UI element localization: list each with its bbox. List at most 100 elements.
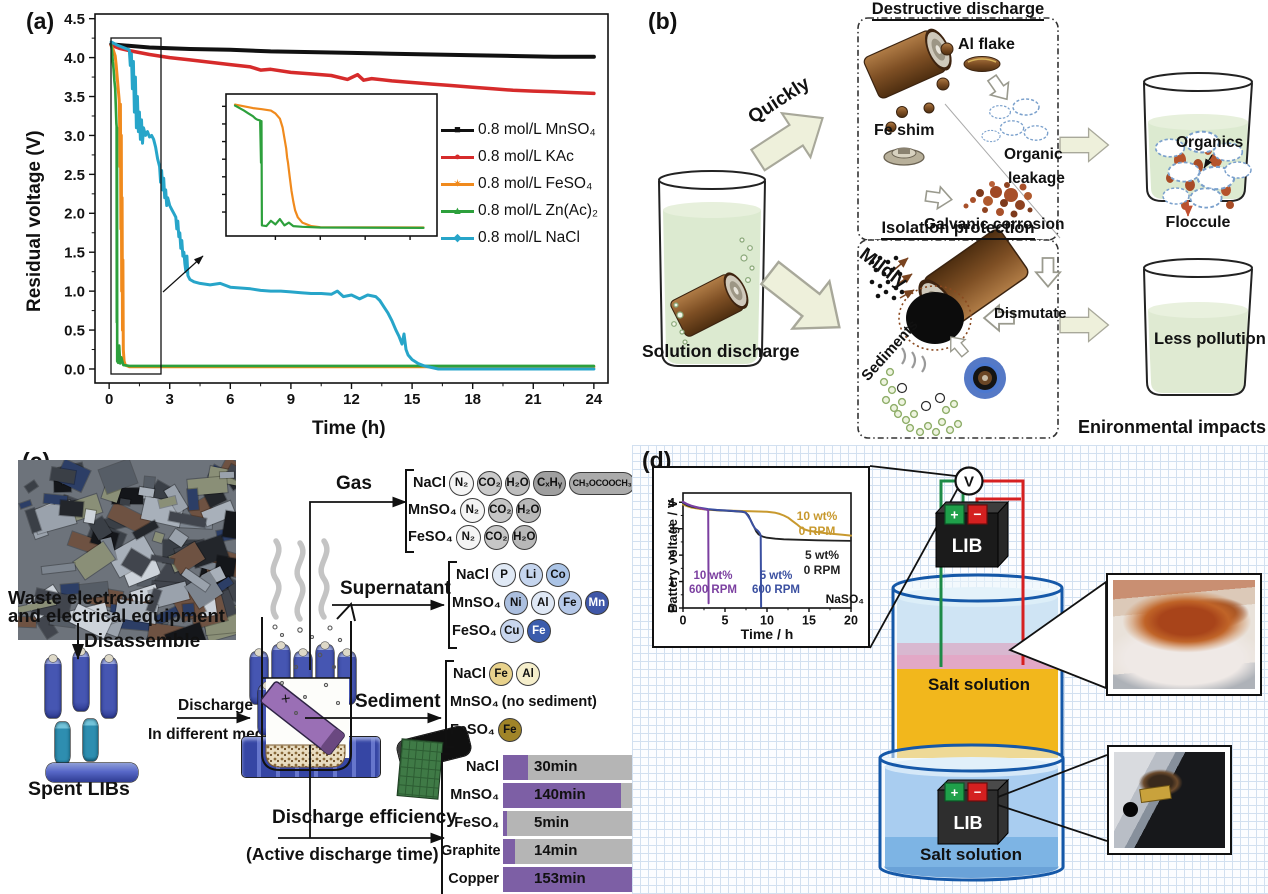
plus-terminal: + — [951, 785, 959, 800]
sediment-species: Fe — [497, 718, 522, 742]
supernatant-species: Li — [519, 563, 544, 587]
floccule-beaker — [1143, 72, 1253, 217]
chart-polyline — [233, 103, 425, 229]
panel-a-ylabel: Residual voltage (V) — [24, 130, 45, 312]
no-sediment-note: (no sediment) — [501, 694, 597, 710]
gas-species: H₂O — [505, 470, 531, 496]
supernatant-title: Supernatant — [340, 578, 451, 599]
gas-row: FeSO₄ N₂ CO₂ H₂O — [408, 524, 537, 550]
bar-track: 5min — [503, 811, 638, 836]
chart-text: 3 — [166, 391, 174, 408]
chart-text: 4.5 — [64, 11, 85, 28]
supernatant-row: MnSO₄ Ni Al Fe Mn — [452, 590, 609, 616]
gas-species: CO₂ — [487, 497, 513, 523]
al-flake-label: Al flake — [958, 36, 1015, 53]
destructive-contents — [861, 24, 1061, 239]
panel-d-graphics: V + − LIB — [869, 465, 1108, 882]
legend-label: 0.8 mol/L MnSO₄ — [478, 121, 596, 138]
plus-terminal: + — [950, 507, 958, 523]
panel-b: (b) Quickly Mildly Solution discharge De… — [640, 0, 1268, 445]
bar-fill — [503, 783, 622, 808]
minus-terminal: − — [973, 506, 981, 522]
chart-text: 15 — [802, 614, 816, 628]
supernatant-species: Mn — [584, 591, 609, 615]
chart-rect — [225, 93, 438, 237]
supernatant-species: Fe — [526, 619, 551, 643]
gas-title: Gas — [336, 473, 372, 494]
chart-text: 9 — [287, 391, 295, 408]
battery-corner-photo-box — [1107, 745, 1232, 855]
panel-d-ylabel: Battery voltage / V — [665, 499, 680, 613]
connector-lines — [278, 496, 445, 844]
lib-label: LIB — [954, 813, 983, 833]
salt-solution-label-1: Salt solution — [928, 675, 1030, 694]
supernatant-species: P — [492, 563, 517, 587]
sediment-species: Al — [516, 662, 541, 686]
legend-item: ● 0.8 mol/L KAc — [441, 148, 598, 166]
battery-cylinder — [45, 655, 61, 718]
chart-text: 5 — [722, 614, 729, 628]
chart-text: 20 — [844, 614, 858, 628]
chart-text: 1.0 — [64, 284, 85, 301]
isolation-contents — [869, 226, 1061, 437]
solution-discharge-label: Solution discharge — [642, 341, 800, 361]
legend-line-icon: ▲ — [441, 206, 474, 217]
bar-label: FeSO₄ — [454, 815, 499, 831]
disassemble-label: Disassemble — [84, 631, 201, 652]
legend-label: 0.8 mol/L NaCl — [478, 229, 580, 246]
legend-item: ◆ 0.8 mol/L NaCl — [441, 229, 598, 247]
floccule-label: Floccule — [1165, 214, 1231, 231]
discharge-beaker: ✕ — [260, 601, 356, 771]
sediment-row: NaCl Fe Al — [453, 661, 541, 687]
panel-d-xlabel: Time / h — [740, 626, 794, 642]
chart-text: 21 — [525, 391, 542, 408]
gas-species: H₂O — [515, 497, 541, 523]
to-less-pollution-arrow-icon — [1059, 307, 1110, 343]
chart-text: 10 — [760, 614, 774, 628]
chart-text: 1.5 — [64, 245, 85, 262]
panel-b-label: (b) — [648, 8, 678, 34]
panel-c: (c) Waste electronic and electrical equi… — [0, 445, 640, 894]
annotation-10wt-600rpm: 10 wt% 600 RPM — [689, 570, 737, 597]
solution-beaker — [658, 170, 766, 367]
less-pollution-label: Less pollution — [1154, 330, 1266, 348]
chart-text: 2.0 — [64, 206, 85, 223]
chart-polyline — [109, 42, 596, 59]
bar-value: 153min — [534, 870, 586, 887]
spent-libs-label: Spent LIBs — [28, 778, 130, 800]
bar-label: MnSO₄ — [450, 787, 499, 803]
chart-polyline — [109, 43, 596, 96]
legend-item: ✶ 0.8 mol/L FeSO₄ — [441, 175, 598, 193]
bar-track: 30min — [503, 755, 638, 780]
ewaste-photo — [18, 460, 236, 640]
voltmeter-icon — [954, 466, 984, 496]
chart-text: 2 — [668, 549, 675, 563]
galvanic-corrosion-cluster — [963, 181, 1033, 218]
chart-text: 2.5 — [64, 167, 85, 184]
chart-text: 3.0 — [64, 128, 85, 145]
chart-polyline — [233, 104, 425, 229]
bar-fill — [503, 755, 529, 780]
chart-text: 1 — [668, 575, 675, 589]
chart-text: 18 — [464, 391, 481, 408]
to-floccule-arrow-icon — [1059, 127, 1110, 163]
supernatant-bracket — [448, 561, 457, 649]
gas-bracket — [405, 469, 414, 553]
legend-line-icon: ■ — [441, 125, 474, 136]
callout-line — [869, 465, 957, 477]
gas-species: N₂ — [459, 497, 485, 523]
waste-caption-1: Waste electronic — [8, 587, 155, 608]
sediment-title: Sediment — [355, 691, 441, 712]
chart-text: 0 — [680, 614, 687, 628]
corrosion-photo-box — [1106, 573, 1262, 696]
chart-text: 4 — [668, 496, 675, 510]
chart-text: 0 — [105, 391, 113, 408]
active-discharge-time-label: (Active discharge time) — [246, 844, 439, 864]
panel-d-chart: 0 5 10 15 20 0 1 2 3 4 — [668, 492, 858, 628]
corrosion-photo — [1113, 580, 1255, 689]
panel-b-graphics — [658, 17, 1253, 439]
mildly-arrow-icon — [750, 248, 860, 353]
callout-line — [997, 804, 1108, 842]
chart-text: 12 — [343, 391, 360, 408]
